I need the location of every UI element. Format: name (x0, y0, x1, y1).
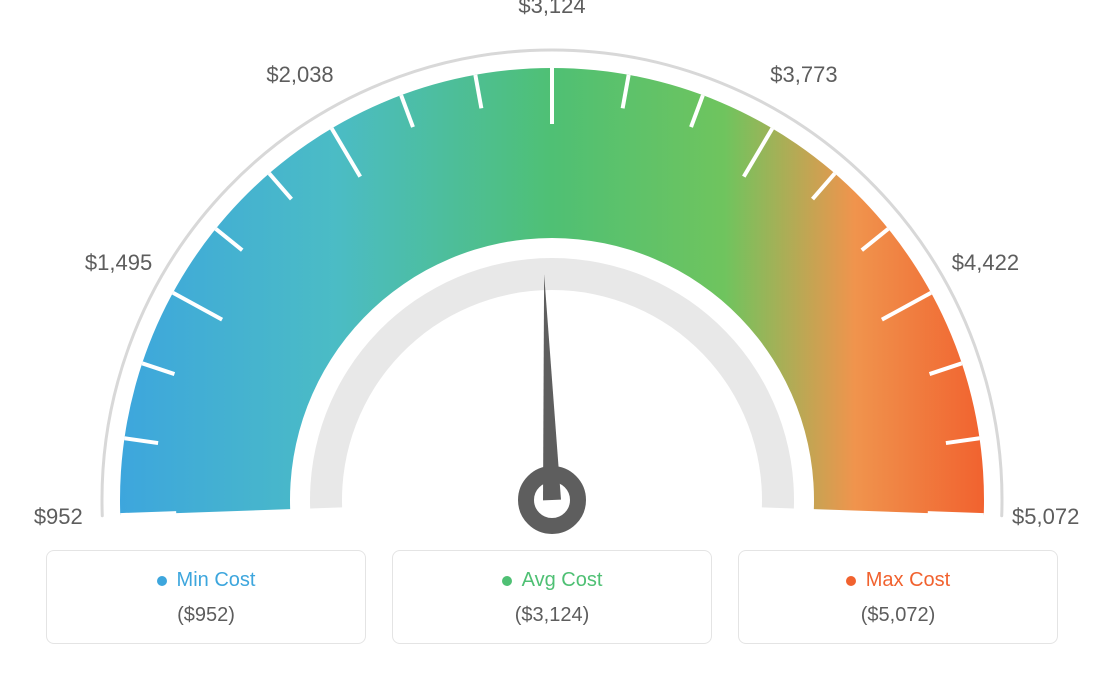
gauge-svg (0, 0, 1104, 540)
legend-dot-max (846, 576, 856, 586)
legend-value-avg: ($3,124) (403, 604, 701, 627)
legend-title-avg: Avg Cost (502, 569, 603, 592)
gauge-tick-label: $5,072 (1012, 504, 1079, 530)
legend-row: Min Cost ($952) Avg Cost ($3,124) Max Co… (0, 540, 1104, 644)
gauge-tick-label: $2,038 (266, 62, 333, 88)
legend-label-min: Min Cost (177, 569, 256, 592)
gauge-tick-label: $3,773 (770, 62, 837, 88)
legend-value-min: ($952) (57, 604, 355, 627)
legend-card-max: Max Cost ($5,072) (738, 550, 1058, 644)
gauge-tick-label: $1,495 (85, 250, 152, 276)
legend-dot-avg (502, 576, 512, 586)
legend-card-min: Min Cost ($952) (46, 550, 366, 644)
gauge-tick-label: $952 (34, 504, 83, 530)
legend-label-avg: Avg Cost (522, 569, 603, 592)
legend-card-avg: Avg Cost ($3,124) (392, 550, 712, 644)
legend-label-max: Max Cost (866, 569, 950, 592)
gauge-tick-label: $3,124 (518, 0, 585, 19)
gauge-tick-label: $4,422 (952, 250, 1019, 276)
legend-title-min: Min Cost (157, 569, 256, 592)
legend-value-max: ($5,072) (749, 604, 1047, 627)
gauge-chart: $952 $1,495 $2,038 $3,124 $3,773 $4,422 $5,072 (0, 0, 1104, 540)
legend-dot-min (157, 576, 167, 586)
legend-title-max: Max Cost (846, 569, 950, 592)
